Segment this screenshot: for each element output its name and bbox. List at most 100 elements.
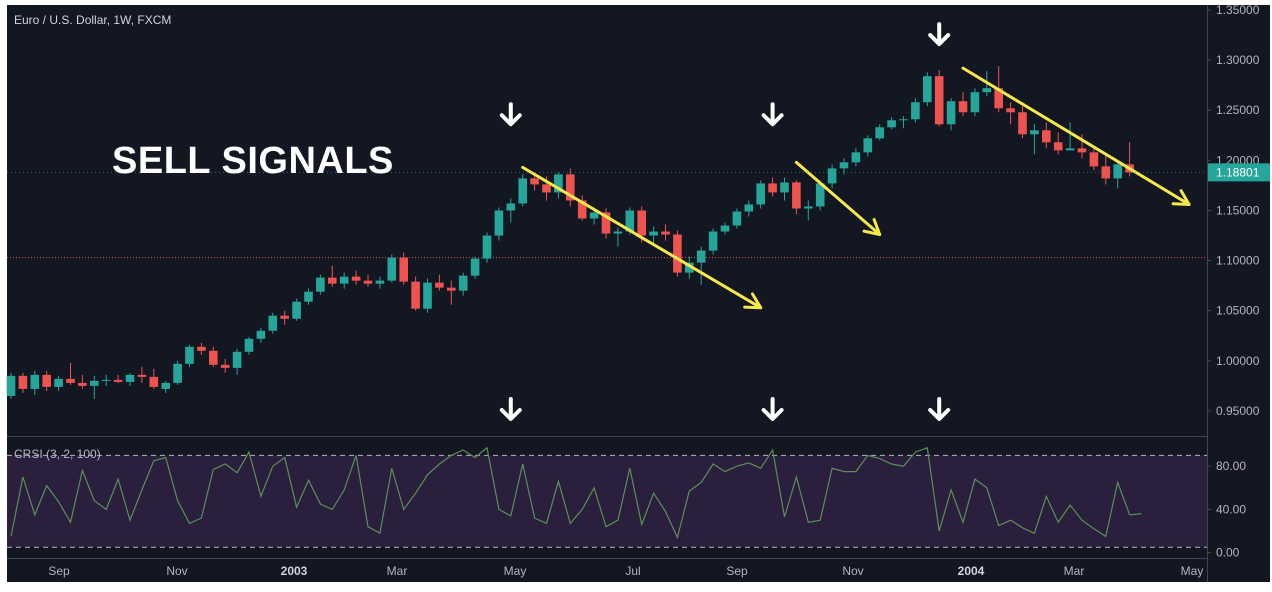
candle-78 [934, 70, 944, 127]
candle-21 [256, 327, 266, 343]
crsi-tick-label: 80.00 [1216, 459, 1246, 473]
trend-arrow-shaft [961, 66, 1191, 206]
candle-body [161, 382, 170, 389]
price-tick-label: 1.10000 [1216, 254, 1260, 268]
candle-17 [209, 346, 218, 367]
candle-body [696, 250, 706, 263]
candle-4 [54, 375, 63, 391]
candle-body [101, 379, 111, 381]
candle-body [363, 280, 373, 284]
candle-60 [720, 222, 730, 235]
candle-63 [756, 180, 765, 209]
candle-body [494, 210, 504, 236]
candle-88 [1053, 132, 1063, 155]
candle-70 [839, 158, 849, 175]
candle-37 [447, 280, 456, 305]
candle-57 [685, 256, 694, 279]
down-arrow-head [499, 113, 522, 127]
candle-body [280, 315, 289, 319]
time-axis-labels: Sep Nov 2003 Mar May Jul Sep Nov 2004 Mar May [48, 564, 1203, 578]
candle-20 [244, 336, 254, 355]
candle-body [232, 351, 242, 368]
price-tick-label: 1.25000 [1216, 103, 1260, 117]
candle-89 [1065, 122, 1075, 151]
down-arrow-head [928, 33, 951, 47]
last-price-tag-label: 1.18801 [1216, 165, 1260, 179]
candle-body [744, 204, 754, 212]
candle-16 [197, 342, 206, 355]
chart-title: Euro / U.S. Dollar, 1W, FXCM [14, 13, 172, 27]
sell-signal-bottom-3 [928, 397, 951, 421]
trend-arrow-3 [961, 66, 1191, 206]
candle-93 [1113, 160, 1122, 189]
candle-55 [661, 224, 670, 241]
candle-body [1018, 112, 1027, 135]
price-axis-panel[interactable] [1207, 5, 1270, 582]
down-arrow-head [499, 408, 522, 421]
candle-27 [328, 265, 337, 287]
candle-body [268, 315, 278, 331]
candles-layer [6, 66, 1134, 399]
candle-body [1077, 148, 1087, 153]
candle-28 [339, 272, 349, 289]
candle-body [423, 282, 432, 309]
candle-body [113, 379, 123, 382]
candle-8 [101, 374, 111, 386]
candle-body [506, 203, 516, 211]
candle-body [863, 138, 873, 153]
candle-body [958, 101, 968, 113]
candle-76 [911, 98, 920, 123]
candle-44 [530, 174, 539, 191]
candle-85 [1018, 106, 1027, 139]
candle-3 [42, 370, 51, 391]
candle-body [435, 282, 444, 288]
time-tick-label: 2003 [281, 564, 308, 578]
candle-body [851, 152, 861, 163]
candle-body [530, 178, 539, 185]
sell-signal-top-3 [928, 22, 951, 47]
sell-signal-bottom-2 [761, 397, 784, 421]
candle-1 [18, 372, 28, 393]
candle-body [197, 346, 206, 351]
candle-48 [577, 195, 587, 221]
candle-body [946, 101, 956, 125]
candle-body [304, 291, 313, 302]
candle-0 [6, 372, 16, 399]
candle-19 [232, 348, 242, 375]
candle-64 [768, 177, 777, 197]
candle-body [554, 174, 563, 193]
candle-72 [863, 135, 873, 157]
candle-body [911, 102, 920, 120]
candle-body [827, 168, 837, 184]
candle-body [220, 364, 230, 368]
candle-body [209, 350, 218, 365]
crsi-layer [10, 446, 1142, 540]
price-axis-labels: 1.350001.300001.250001.200001.150001.100… [1207, 3, 1260, 560]
candle-body [125, 374, 135, 382]
price-tick-label: 1.30000 [1216, 53, 1260, 67]
price-tick-label: 1.15000 [1216, 203, 1260, 217]
candle-80 [958, 92, 968, 117]
candle-91 [1089, 148, 1099, 171]
price-tick-label: 1.05000 [1216, 304, 1260, 318]
trend-arrow-head [1171, 189, 1191, 206]
time-tick-label: Sep [726, 564, 748, 578]
candle-body [351, 276, 361, 281]
candle-body [1113, 164, 1122, 179]
candle-35 [423, 278, 432, 313]
candle-15 [185, 344, 194, 367]
candle-body [339, 276, 349, 284]
candle-92 [1101, 154, 1111, 185]
candle-24 [292, 298, 301, 321]
crsi-band-layer [7, 455, 1207, 548]
candle-23 [280, 310, 289, 325]
candle-body [173, 363, 182, 383]
candle-body [1101, 166, 1111, 179]
candle-body [601, 212, 611, 234]
candle-body [387, 257, 397, 281]
candle-body [470, 258, 480, 276]
candle-body [458, 275, 468, 291]
candle-body [839, 162, 849, 169]
trend-arrow-shaft [794, 160, 882, 237]
candle-84 [1006, 102, 1015, 125]
